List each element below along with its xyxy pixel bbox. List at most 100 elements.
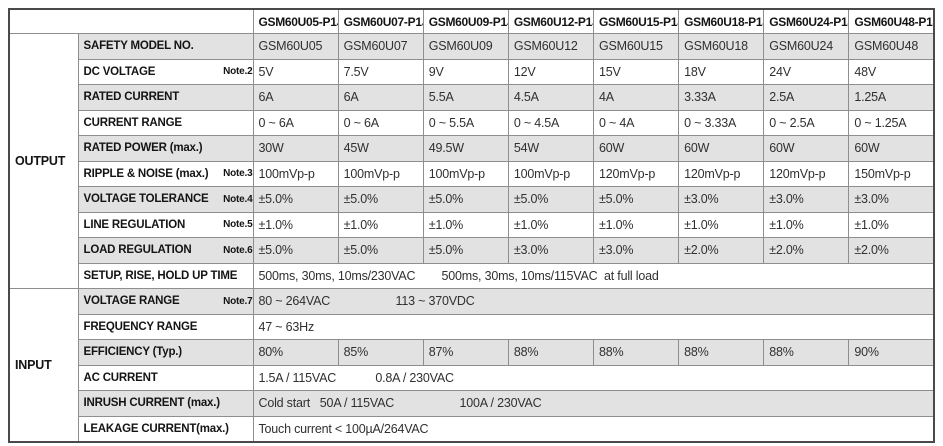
spec-value: GSM60U15 (592, 33, 680, 60)
spec-value: 60W (678, 135, 765, 162)
row-label: LEAKAGE CURRENT(max.) (77, 415, 254, 442)
spec-value: 12V (507, 58, 595, 85)
note-ref: Note.2 (223, 66, 253, 78)
spec-value: ±3.0% (763, 186, 850, 213)
spec-value: 0 ~ 3.33A (678, 109, 765, 136)
spec-value: 0 ~ 4.5A (507, 109, 595, 136)
spec-value: 88% (507, 339, 595, 366)
spec-value: 49.5W (422, 135, 509, 162)
row-label-text: LINE REGULATION (83, 218, 186, 231)
row-label-text: LOAD REGULATION (83, 244, 192, 257)
spec-value: ±3.0% (678, 186, 765, 213)
spec-value: 90% (848, 339, 935, 366)
model-header-row: GSM60U05-P1J GSM60U07-P1J GSM60U09-P1J GSM6… (8, 8, 935, 34)
note-ref: Note.7 (223, 295, 253, 307)
table-row: INRUSH CURRENT (max.) Cold start 50A / 11… (9, 390, 935, 417)
spec-value: 100mVp-p (422, 160, 509, 187)
spec-value: 4A (592, 84, 680, 111)
spec-value: ±1.0% (252, 211, 339, 238)
note-ref: Note.4 (223, 193, 253, 205)
row-label-text: INRUSH CURRENT (max.) (83, 397, 221, 410)
row-label: LOAD REGULATION Note.6 (77, 237, 254, 264)
table-row: CURRENT RANGE 0 ~ 6A 0 ~ 6A 0 ~ 5.5A 0 ~ 4.5… (9, 109, 935, 136)
spec-value: 18V (678, 58, 765, 85)
row-label: AC CURRENT (77, 364, 254, 391)
row-label-text: RATED CURRENT (83, 91, 180, 104)
row-label-text: VOLTAGE TOLERANCE (83, 193, 209, 206)
spec-value: GSM60U18 (678, 33, 765, 60)
spec-value: ±5.0% (422, 186, 509, 213)
spec-value: ±5.0% (592, 186, 680, 213)
spec-value: GSM60U12 (507, 33, 595, 60)
table-row: LEAKAGE CURRENT(max.) Touch current < 100… (9, 415, 935, 442)
section-label-output: OUTPUT (8, 33, 79, 289)
section-label-input: INPUT (8, 288, 79, 442)
table-row: AC CURRENT 1.5A / 115VAC 0.8A / 230VAC (9, 364, 935, 391)
row-label: SETUP, RISE, HOLD UP TIME (77, 262, 254, 289)
spec-value: 45W (337, 135, 424, 162)
row-label: DC VOLTAGE Note.2 (77, 58, 254, 85)
row-label: INRUSH CURRENT (max.) (77, 390, 254, 417)
table-row: OUTPUT SAFETY MODEL NO. GSM60U05 GSM60U07 GS… (8, 33, 935, 289)
model-column-header: GSM60U18-P1J (678, 8, 765, 34)
row-label: FREQUENCY RANGE (77, 313, 254, 340)
row-label-text: FREQUENCY RANGE (83, 320, 198, 333)
spec-value: ±5.0% (252, 186, 339, 213)
spec-value: 0 ~ 6A (337, 109, 424, 136)
row-label-text: LEAKAGE CURRENT(max.) (83, 422, 230, 435)
table-row: LINE REGULATION Note.5 ±1.0% ±1.0% ±1.0% ±1.0… (9, 211, 935, 238)
row-label-text: EFFICIENCY (Typ.) (83, 346, 183, 359)
spec-value: 9V (422, 58, 509, 85)
spec-value: 1.25A (848, 84, 935, 111)
spec-value: GSM60U24 (763, 33, 850, 60)
spec-value: 150mVp-p (848, 160, 935, 187)
note-ref: Note.6 (223, 244, 253, 256)
spec-value: 60W (848, 135, 935, 162)
spec-value: 4.5A (507, 84, 595, 111)
table-row: RIPPLE & NOISE (max.) Note.3 100mVp-p 100mV… (9, 160, 935, 187)
model-column-header: GSM60U24-P1J (763, 8, 850, 34)
spec-value: ±5.0% (337, 237, 424, 264)
spec-value: ±5.0% (337, 186, 424, 213)
row-label: CURRENT RANGE (77, 109, 254, 136)
table-row: DC VOLTAGE Note.2 5V 7.5V 9V 12V 15V 18V 24V 48V (9, 58, 935, 85)
note-ref: Note.3 (223, 168, 253, 180)
spec-value: 87% (422, 339, 509, 366)
spec-value: 3.33A (678, 84, 765, 111)
spec-value: 6A (252, 84, 339, 111)
note-ref: Note.5 (223, 219, 253, 231)
table-row: LOAD REGULATION Note.6 ±5.0% ±5.0% ±5.0% ±3.0… (9, 237, 935, 264)
spec-value: 24V (763, 58, 850, 85)
spec-table: GSM60U05-P1J GSM60U07-P1J GSM60U09-P1J GSM6… (8, 8, 935, 443)
row-label-text: VOLTAGE RANGE (83, 295, 180, 308)
spec-value: 120mVp-p (763, 160, 850, 187)
row-label: VOLTAGE RANGE Note.7 (77, 288, 254, 315)
spec-value: GSM60U05 (252, 33, 339, 60)
row-label-text: SETUP, RISE, HOLD UP TIME (83, 269, 238, 282)
spec-value-span: 47 ~ 63Hz (252, 313, 935, 340)
row-label: LINE REGULATION Note.5 (77, 211, 254, 238)
spec-value: ±3.0% (848, 186, 935, 213)
row-label: RATED POWER (max.) (77, 135, 254, 162)
spec-value-span: 500ms, 30ms, 10ms/230VAC 500ms, 30ms, 10… (252, 262, 935, 289)
table-row: INPUT VOLTAGE RANGE Note.7 80 ~ 264VAC 113 … (8, 288, 935, 442)
row-label-text: CURRENT RANGE (83, 116, 183, 129)
table-row: SETUP, RISE, HOLD UP TIME 500ms, 30ms, 10… (9, 262, 935, 289)
row-label-text: SAFETY MODEL NO. (83, 40, 194, 53)
spec-value-span: Cold start 50A / 115VAC 100A / 230VAC (252, 390, 935, 417)
spec-value: 5.5A (422, 84, 509, 111)
spec-value: 0 ~ 6A (252, 109, 339, 136)
spec-value: ±2.0% (678, 237, 765, 264)
spec-value: ±5.0% (422, 237, 509, 264)
spec-value-span: Touch current < 100µA/264VAC (252, 415, 935, 442)
row-label: RIPPLE & NOISE (max.) Note.3 (77, 160, 254, 187)
model-column-header: GSM60U07-P1J (337, 8, 424, 34)
spec-value: ±2.0% (763, 237, 850, 264)
spec-value: 0 ~ 1.25A (848, 109, 935, 136)
spec-value: ±5.0% (507, 186, 595, 213)
spec-value: ±3.0% (592, 237, 680, 264)
spec-value: GSM60U07 (337, 33, 424, 60)
spec-value: 7.5V (337, 58, 424, 85)
model-column-header: GSM60U05-P1J (252, 8, 339, 34)
